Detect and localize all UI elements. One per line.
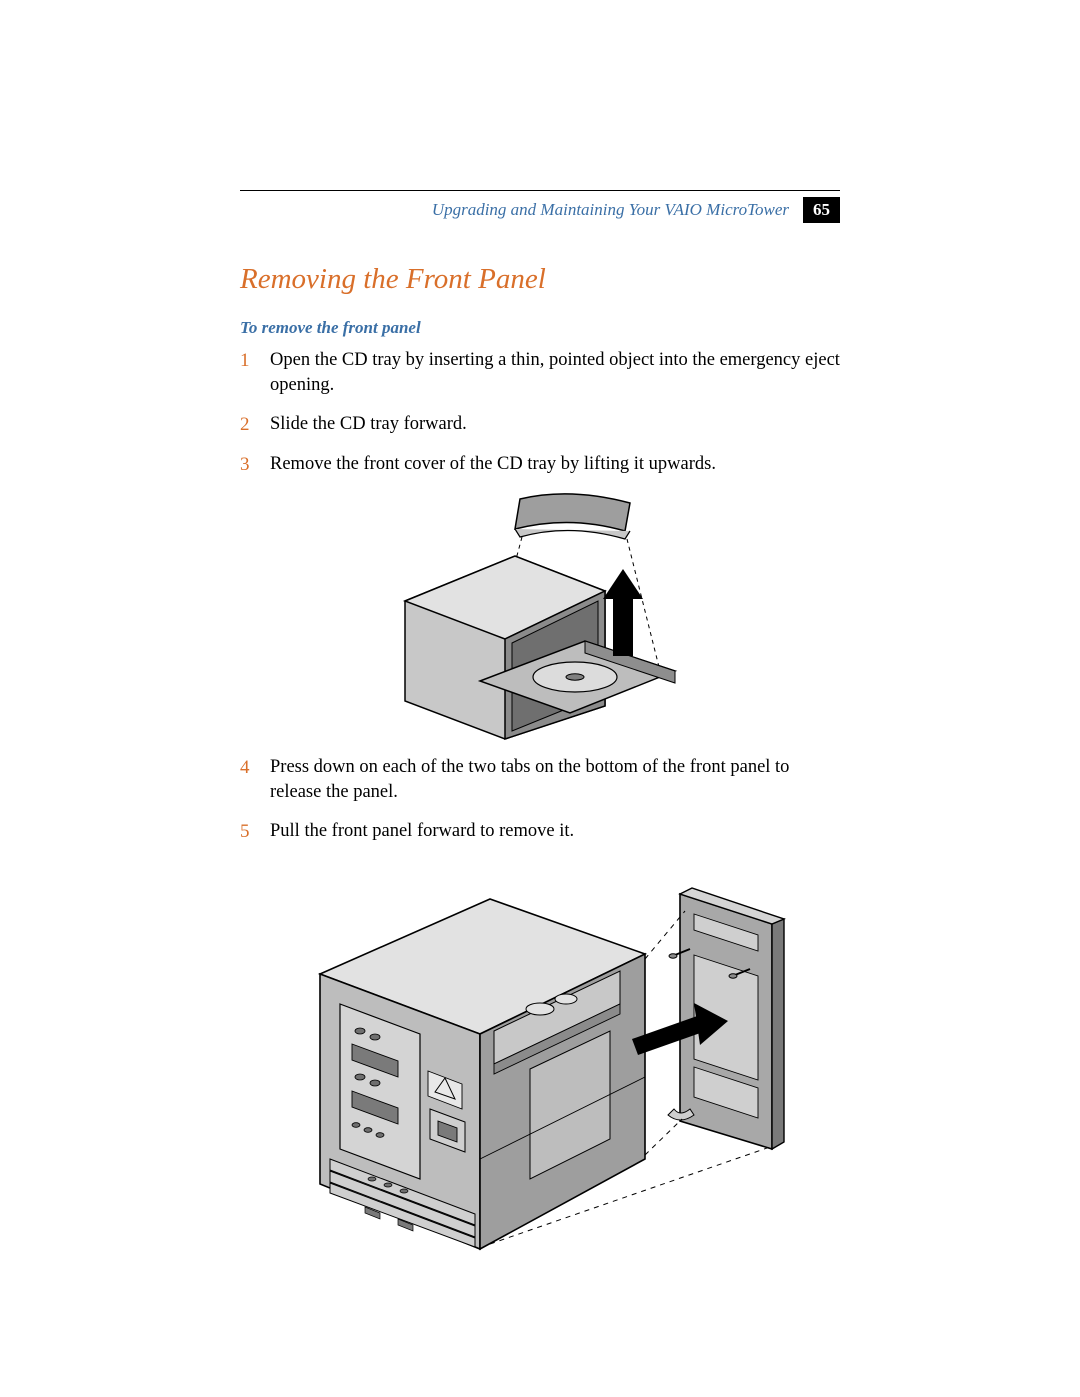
- step-text: Pull the front panel forward to remove i…: [270, 819, 840, 845]
- cd-tray-illustration: [385, 491, 695, 741]
- figure-cd-tray: [240, 491, 840, 741]
- step-item: 4 Press down on each of the two tabs on …: [240, 755, 840, 805]
- step-item: 5 Pull the front panel forward to remove…: [240, 819, 840, 845]
- step-number: 4: [240, 755, 258, 805]
- up-arrow-icon: [603, 569, 643, 656]
- step-text: Slide the CD tray forward.: [270, 412, 840, 438]
- steps-list: 1 Open the CD tray by inserting a thin, …: [240, 348, 840, 477]
- step-number: 1: [240, 348, 258, 398]
- step-item: 1 Open the CD tray by inserting a thin, …: [240, 348, 840, 398]
- running-head: Upgrading and Maintaining Your VAIO Micr…: [432, 200, 789, 220]
- front-panel-illustration: [280, 859, 800, 1259]
- figure-front-panel: [240, 859, 840, 1259]
- page-number-badge: 65: [803, 197, 840, 223]
- step-text: Remove the front cover of the CD tray by…: [270, 452, 840, 478]
- header-rule: [240, 190, 840, 191]
- page-header: Upgrading and Maintaining Your VAIO Micr…: [240, 197, 840, 223]
- step-text: Press down on each of the two tabs on th…: [270, 755, 840, 805]
- steps-list-continued: 4 Press down on each of the two tabs on …: [240, 755, 840, 845]
- step-text: Open the CD tray by inserting a thin, po…: [270, 348, 840, 398]
- section-subtitle: To remove the front panel: [240, 318, 840, 338]
- manual-page: Upgrading and Maintaining Your VAIO Micr…: [240, 190, 840, 1273]
- step-item: 2 Slide the CD tray forward.: [240, 412, 840, 438]
- step-number: 2: [240, 412, 258, 438]
- step-number: 3: [240, 452, 258, 478]
- step-number: 5: [240, 819, 258, 845]
- section-title: Removing the Front Panel: [240, 263, 840, 296]
- step-item: 3 Remove the front cover of the CD tray …: [240, 452, 840, 478]
